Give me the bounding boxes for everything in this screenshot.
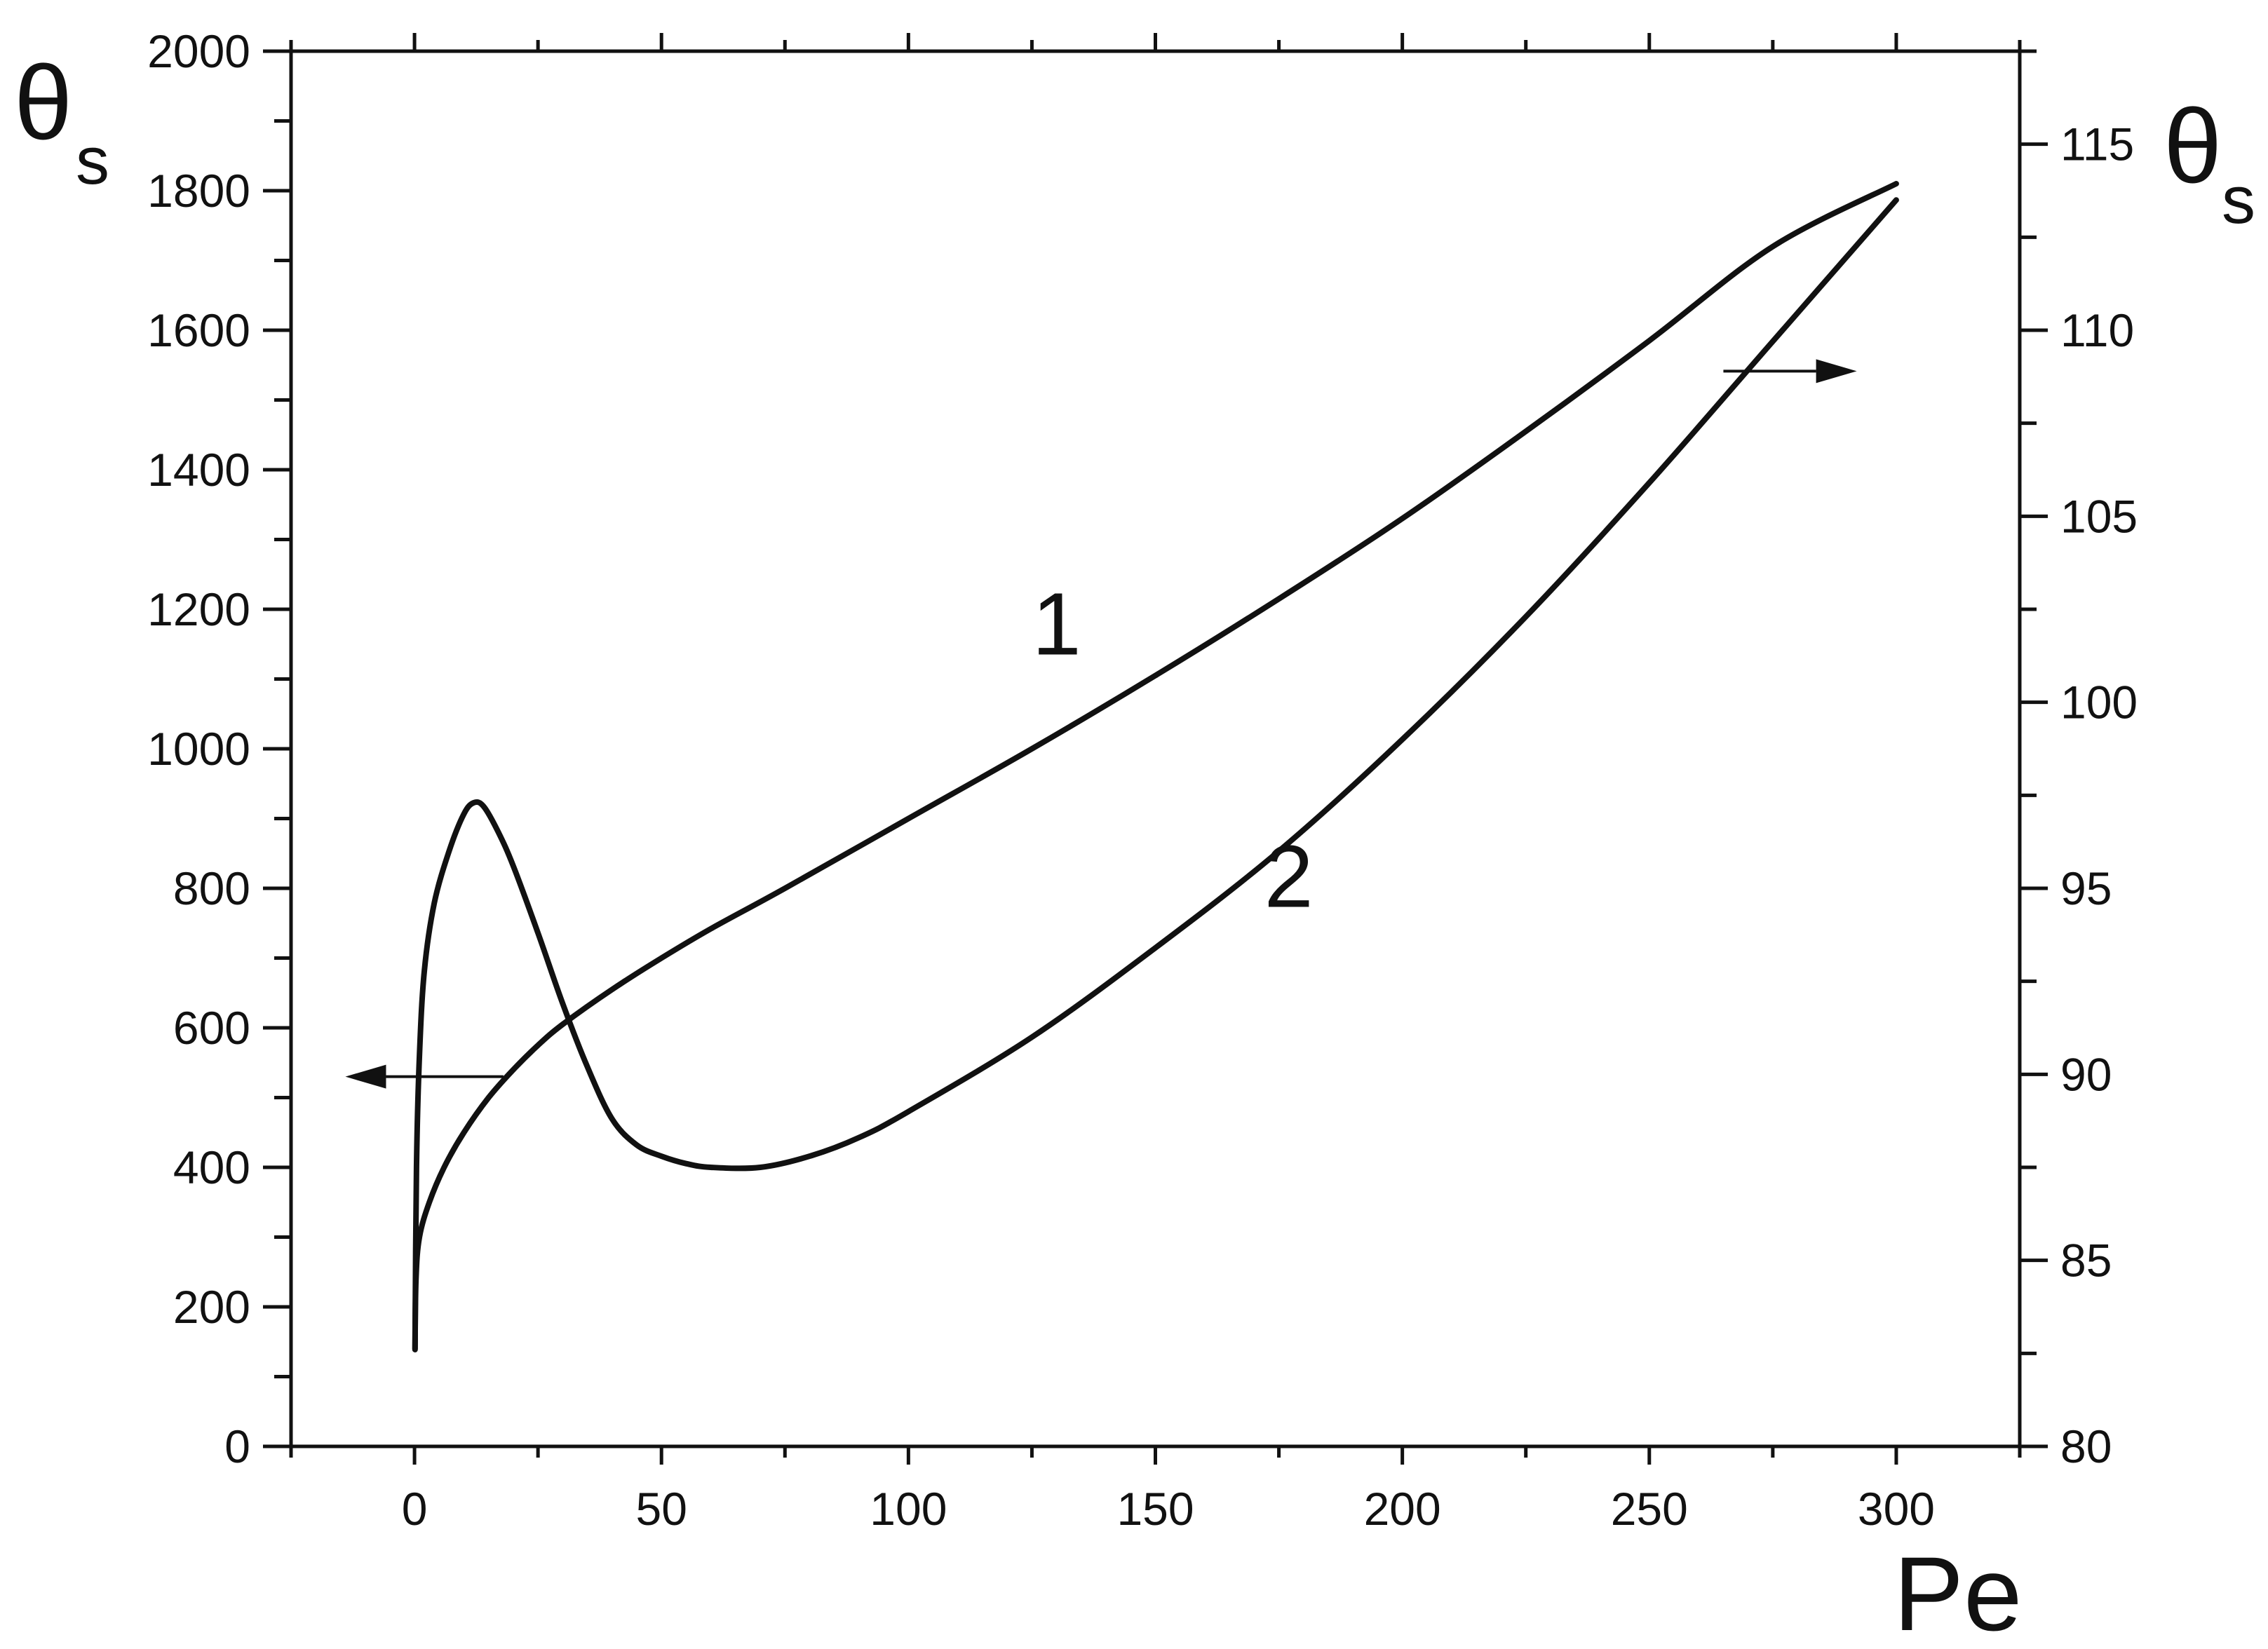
y-right-tick-label: 115 xyxy=(2060,118,2134,170)
series-line-1 xyxy=(412,181,1899,1352)
curve-label-2: 2 xyxy=(1264,827,1314,926)
curve-label-1: 1 xyxy=(1032,575,1081,674)
y-left-tick-label: 1200 xyxy=(147,583,250,635)
arrow-left-head xyxy=(345,1064,386,1089)
x-tick-label: 0 xyxy=(402,1483,428,1535)
x-tick-label: 50 xyxy=(636,1483,687,1535)
series-layer: 12 xyxy=(412,181,1899,1352)
plot-frame xyxy=(289,49,2022,1448)
y-left-axis-title-subscript: s xyxy=(76,123,109,198)
arrow-right-head xyxy=(1816,359,1857,384)
y-right-axis-title: θ xyxy=(2164,87,2222,205)
y-right-tick-label: 105 xyxy=(2060,490,2138,542)
y-left-tick-label: 1600 xyxy=(147,304,250,356)
x-axis-ticks: 0 50 100 150 200 250 300 xyxy=(289,33,2022,1535)
y-left-tick-label: 400 xyxy=(173,1141,250,1193)
x-tick-label: 100 xyxy=(870,1483,947,1535)
y-left-tick-label: 800 xyxy=(173,862,250,914)
y-left-tick-label: 1400 xyxy=(147,444,250,496)
y-right-tick-label: 80 xyxy=(2060,1420,2112,1472)
y-right-tick-label: 110 xyxy=(2060,304,2134,356)
y-left-tick-label: 200 xyxy=(173,1281,250,1333)
y-left-axis-title: θ xyxy=(14,43,72,161)
y-right-tick-label: 95 xyxy=(2060,862,2112,914)
y-right-axis-title-subscript: s xyxy=(2222,163,2255,238)
y-right-axis-ticks: 80 85 90 95 100 105 110 115 xyxy=(2020,49,2138,1472)
y-left-axis-ticks: 0 200 400 600 800 1000 1200 1400 1600 1800 2000 xyxy=(147,25,291,1472)
x-tick-label: 250 xyxy=(1611,1483,1688,1535)
y-right-tick-label: 100 xyxy=(2060,677,2138,728)
x-tick-label: 200 xyxy=(1364,1483,1441,1535)
y-left-tick-label: 1800 xyxy=(147,165,250,217)
series-line-2 xyxy=(412,197,1899,1352)
y-right-tick-label: 90 xyxy=(2060,1048,2112,1100)
x-tick-label: 150 xyxy=(1116,1483,1194,1535)
annotation-layer xyxy=(345,359,1857,1089)
x-tick-label: 300 xyxy=(1858,1483,1935,1535)
y-right-tick-label: 85 xyxy=(2060,1235,2112,1287)
y-left-tick-label: 0 xyxy=(224,1420,250,1472)
y-left-tick-label: 1000 xyxy=(147,723,250,775)
y-left-tick-label: 2000 xyxy=(147,25,250,77)
x-axis-title: Pe xyxy=(1894,1535,2022,1649)
y-left-tick-label: 600 xyxy=(173,1002,250,1054)
